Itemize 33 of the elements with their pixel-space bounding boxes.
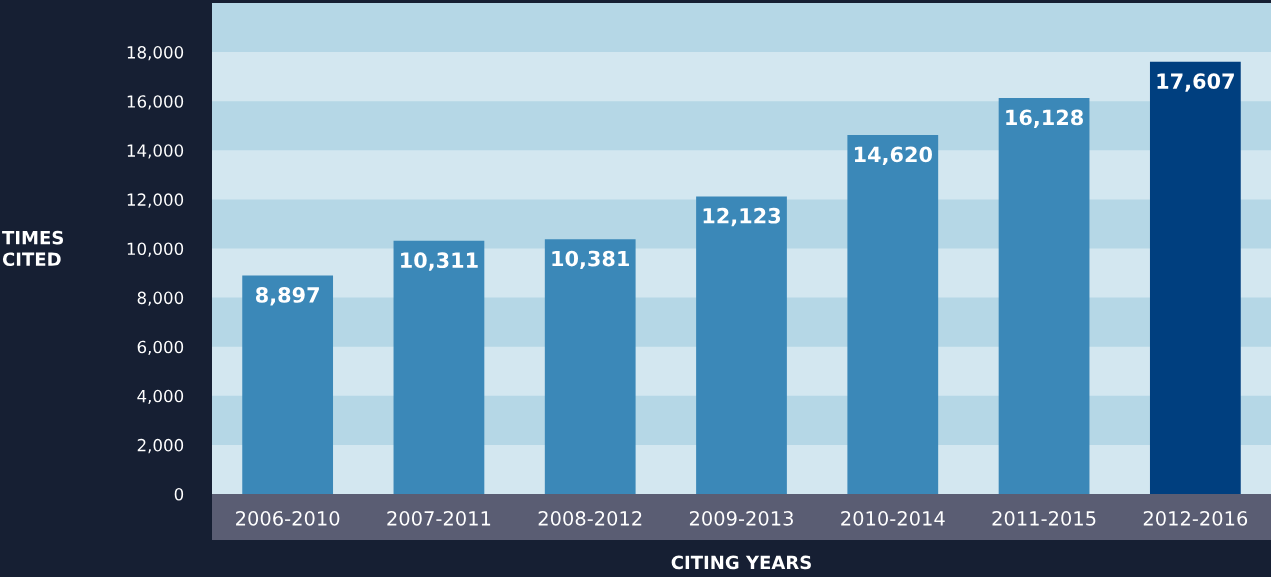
y-tick-label: 0 [174, 487, 184, 501]
x-tick-label: 2009-2013 [689, 511, 793, 526]
y-tick-label: 2,000 [137, 438, 184, 454]
bar [1149, 61, 1241, 494]
y-tick-label: 6,000 [137, 340, 184, 355]
y-tick-label: 10,000 [127, 242, 184, 257]
data-label: 8,897 [255, 287, 319, 306]
y-tick-label: 18,000 [127, 46, 184, 61]
bar [544, 239, 636, 494]
y-tick-label: 8,000 [137, 291, 184, 306]
x-tick-label: 2010-2014 [841, 511, 945, 526]
bar [242, 275, 334, 494]
data-label: 16,128 [1006, 109, 1083, 128]
x-tick-label: 2007-2011 [387, 511, 491, 526]
x-tick-label: 2012-2016 [1143, 511, 1248, 526]
data-label: 17,607 [1157, 73, 1234, 92]
y-axis-title: TIMES CITED [2, 230, 64, 267]
y-tick-label: 12,000 [127, 193, 184, 208]
data-label: 10,311 [401, 252, 478, 271]
x-tick-label: 2006-2010 [236, 511, 340, 526]
y-tick-label: 14,000 [127, 144, 184, 159]
bar [696, 196, 787, 494]
data-label: 12,123 [703, 207, 781, 227]
y-tick-label: 4,000 [137, 389, 184, 405]
data-label: 14,620 [854, 146, 932, 165]
data-label: 10,381 [552, 250, 629, 270]
x-axis-title: CITING YEARS [671, 555, 811, 570]
x-tick-label: 2008-2012 [538, 511, 642, 526]
bar [998, 98, 1090, 494]
y-tick-label: 16,000 [127, 95, 184, 110]
bar [393, 240, 485, 494]
bar [847, 135, 939, 494]
x-tick-label: 2011-2015 [992, 511, 1096, 526]
